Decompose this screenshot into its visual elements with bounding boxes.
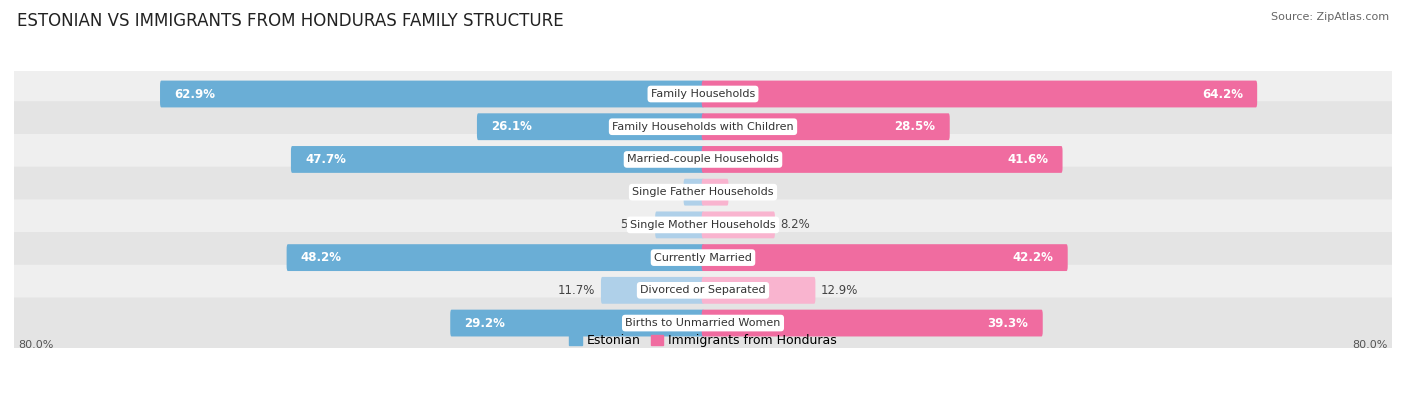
FancyBboxPatch shape	[702, 211, 775, 238]
FancyBboxPatch shape	[702, 277, 815, 304]
FancyBboxPatch shape	[11, 101, 1395, 152]
Text: 26.1%: 26.1%	[491, 120, 531, 133]
Text: 64.2%: 64.2%	[1202, 88, 1243, 100]
Text: 11.7%: 11.7%	[558, 284, 595, 297]
FancyBboxPatch shape	[655, 211, 704, 238]
FancyBboxPatch shape	[11, 232, 1395, 283]
FancyBboxPatch shape	[702, 179, 728, 205]
Text: Family Households: Family Households	[651, 89, 755, 99]
Text: 12.9%: 12.9%	[821, 284, 858, 297]
Text: 42.2%: 42.2%	[1012, 251, 1053, 264]
Text: 2.1%: 2.1%	[648, 186, 678, 199]
Text: ESTONIAN VS IMMIGRANTS FROM HONDURAS FAMILY STRUCTURE: ESTONIAN VS IMMIGRANTS FROM HONDURAS FAM…	[17, 12, 564, 30]
FancyBboxPatch shape	[702, 310, 1043, 337]
Text: Family Households with Children: Family Households with Children	[612, 122, 794, 132]
Text: Single Father Households: Single Father Households	[633, 187, 773, 197]
Text: 39.3%: 39.3%	[987, 316, 1029, 329]
Text: Currently Married: Currently Married	[654, 253, 752, 263]
FancyBboxPatch shape	[287, 244, 704, 271]
FancyBboxPatch shape	[477, 113, 704, 140]
FancyBboxPatch shape	[683, 179, 704, 205]
Text: 80.0%: 80.0%	[18, 340, 53, 350]
FancyBboxPatch shape	[702, 244, 1067, 271]
FancyBboxPatch shape	[11, 297, 1395, 348]
Text: 29.2%: 29.2%	[464, 316, 505, 329]
Text: 62.9%: 62.9%	[174, 88, 215, 100]
FancyBboxPatch shape	[11, 167, 1395, 218]
FancyBboxPatch shape	[11, 134, 1395, 185]
Text: 5.4%: 5.4%	[620, 218, 650, 231]
FancyBboxPatch shape	[702, 113, 949, 140]
FancyBboxPatch shape	[291, 146, 704, 173]
Text: Divorced or Separated: Divorced or Separated	[640, 285, 766, 295]
FancyBboxPatch shape	[160, 81, 704, 107]
Text: 48.2%: 48.2%	[301, 251, 342, 264]
FancyBboxPatch shape	[11, 265, 1395, 316]
Text: 47.7%: 47.7%	[305, 153, 346, 166]
Text: 80.0%: 80.0%	[1353, 340, 1388, 350]
FancyBboxPatch shape	[11, 199, 1395, 250]
FancyBboxPatch shape	[11, 68, 1395, 120]
FancyBboxPatch shape	[600, 277, 704, 304]
Text: Source: ZipAtlas.com: Source: ZipAtlas.com	[1271, 12, 1389, 22]
Text: Married-couple Households: Married-couple Households	[627, 154, 779, 164]
Text: Single Mother Households: Single Mother Households	[630, 220, 776, 230]
Text: 8.2%: 8.2%	[780, 218, 810, 231]
FancyBboxPatch shape	[702, 81, 1257, 107]
FancyBboxPatch shape	[450, 310, 704, 337]
Text: 2.8%: 2.8%	[734, 186, 763, 199]
FancyBboxPatch shape	[702, 146, 1063, 173]
Text: 28.5%: 28.5%	[894, 120, 935, 133]
Legend: Estonian, Immigrants from Honduras: Estonian, Immigrants from Honduras	[564, 329, 842, 352]
Text: 41.6%: 41.6%	[1007, 153, 1049, 166]
Text: Births to Unmarried Women: Births to Unmarried Women	[626, 318, 780, 328]
